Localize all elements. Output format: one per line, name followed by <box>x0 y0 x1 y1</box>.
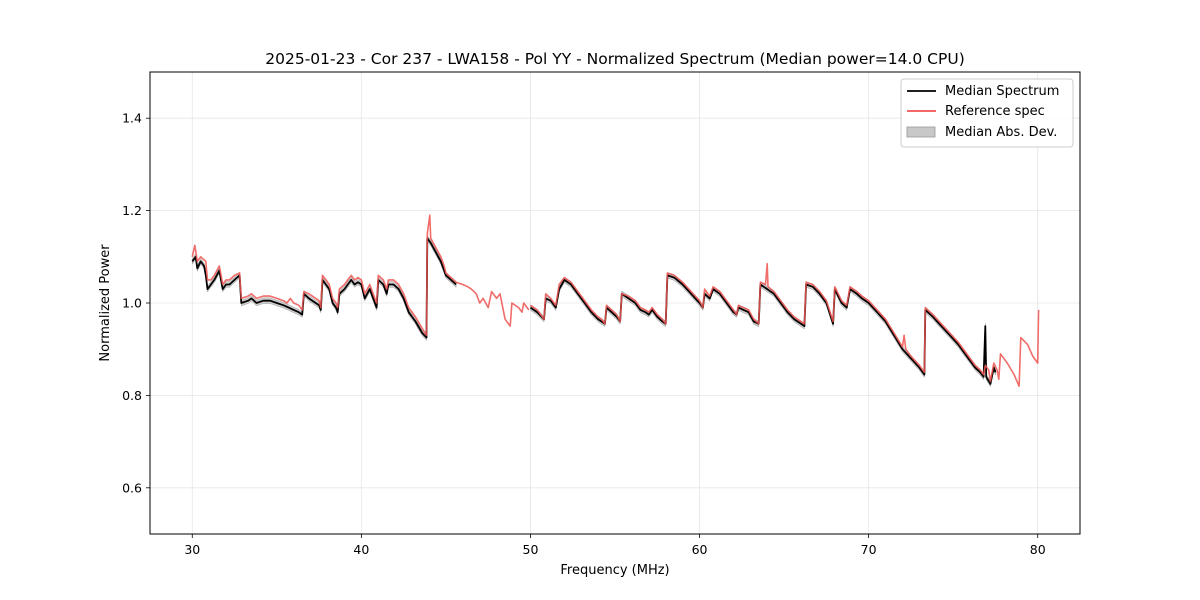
reference-spec-line <box>530 262 1040 388</box>
x-tick-label: 80 <box>1030 542 1046 557</box>
reference-spec-line <box>191 214 530 337</box>
x-tick-label: 50 <box>523 542 539 557</box>
y-axis-label: Normalized Power <box>98 244 113 362</box>
chart-title: 2025-01-23 - Cor 237 - LWA158 - Pol YY -… <box>265 50 965 68</box>
x-tick-label: 60 <box>692 542 708 557</box>
legend: Median Spectrum Reference spec Median Ab… <box>900 78 1074 148</box>
axis-ticks: 30 40 50 60 70 80 0.6 0.8 1.0 1.2 1.4 <box>122 111 1046 557</box>
x-tick-label: 70 <box>861 542 877 557</box>
y-tick-label: 1.0 <box>122 296 142 311</box>
x-axis-label: Frequency (MHz) <box>560 563 669 578</box>
y-tick-label: 1.2 <box>122 203 142 218</box>
legend-median-abs-dev-swatch <box>906 126 936 138</box>
x-tick-label: 40 <box>353 542 369 557</box>
y-tick-label: 0.8 <box>122 388 142 403</box>
legend-median-abs-dev-label: Median Abs. Dev. <box>945 125 1057 140</box>
median-abs-dev-band-segment <box>192 234 457 342</box>
x-tick-label: 30 <box>184 542 200 557</box>
y-tick-label: 1.4 <box>122 111 142 126</box>
legend-box <box>900 78 1074 148</box>
legend-reference-spec-label: Reference spec <box>945 104 1045 119</box>
median-spectrum-line <box>191 237 457 339</box>
y-tick-label: 0.6 <box>122 480 142 495</box>
legend-median-spectrum-label: Median Spectrum <box>945 84 1059 99</box>
series <box>191 214 1040 388</box>
